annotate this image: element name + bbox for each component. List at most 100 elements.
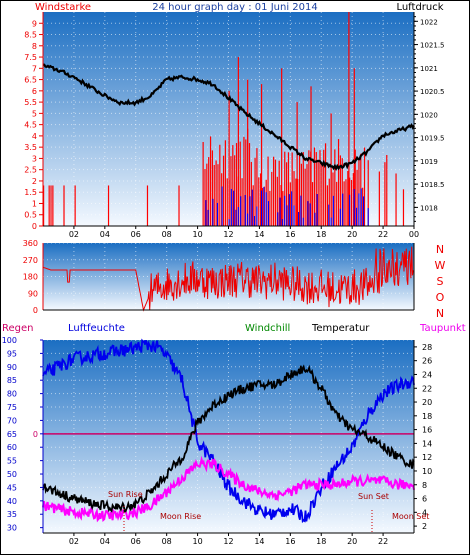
average-wind-bar — [300, 195, 302, 226]
gust-bar — [250, 161, 252, 226]
average-wind-bar — [247, 213, 249, 226]
average-wind-bar — [302, 217, 304, 226]
average-wind-bar — [316, 193, 318, 226]
humidity-tick-label: 50 — [7, 470, 17, 479]
chart-title: 24 hour graph day : 01 Juni 2014 — [152, 2, 318, 13]
average-wind-bar — [332, 195, 334, 226]
gust-bar — [258, 177, 260, 226]
humidity-tick-label: 45 — [7, 483, 17, 492]
time-tick-label: 22 — [378, 537, 388, 546]
gust-spike — [247, 79, 249, 226]
gust-bar — [219, 144, 221, 226]
gust-bar — [367, 160, 369, 226]
gust-bar — [254, 157, 256, 226]
wind-pressure-time-axis: 02 04 06 08 10 12 14 16 18 20 22 00 — [43, 225, 419, 239]
time-tick-label: 20 — [347, 230, 357, 239]
wind-tick-label: 8.5 — [24, 31, 37, 40]
gust-bar — [300, 163, 303, 226]
wind-axis: 0 0.5 1 1.5 2 2.5 3 3.5 4 4.5 5 5.5 6 6.5 7 7.5 8 8.5 9 — [24, 12, 44, 231]
temperature-tick-label: 14 — [422, 439, 432, 448]
wind-average-bars — [205, 186, 369, 226]
average-wind-bar — [267, 201, 270, 226]
luftfeuchte-label: Luftfeuchte — [68, 323, 125, 334]
gust-bar — [211, 150, 214, 226]
average-wind-bar — [260, 190, 263, 226]
average-wind-bar — [240, 196, 242, 226]
pressure-tick-label: 1020 — [420, 111, 438, 119]
direction-tick-label: 0 — [33, 306, 38, 315]
gust-bar — [315, 152, 317, 226]
average-wind-bar — [254, 216, 256, 226]
gust-bar — [352, 173, 354, 226]
gust-bar — [269, 190, 271, 226]
gust-bar — [248, 143, 251, 226]
gust-bar — [339, 155, 341, 226]
humidity-tick-label: 60 — [7, 443, 17, 452]
regen-zero-label: 0 — [33, 430, 38, 439]
average-wind-bar — [360, 188, 362, 226]
average-wind-bar — [309, 203, 311, 226]
gust-bar — [50, 185, 52, 226]
gust-bar — [354, 149, 356, 226]
wind-direction-series — [42, 246, 414, 312]
gust-bar — [278, 160, 280, 226]
gust-bar — [224, 140, 226, 226]
average-wind-bar — [277, 212, 279, 226]
average-wind-bar — [235, 209, 237, 226]
wind-tick-label: 9 — [32, 19, 37, 28]
humidity-tick-label: 90 — [7, 363, 17, 372]
time-tick-label: 16 — [285, 230, 295, 239]
gust-bar — [235, 143, 238, 226]
humidity-tick-label: 85 — [7, 376, 17, 385]
time-tick-label: 18 — [316, 230, 326, 239]
gust-bar — [245, 139, 247, 226]
gust-bar — [328, 178, 330, 226]
gust-spike — [281, 68, 283, 226]
wind-direction-axis: 360 270 180 90 0 — [23, 239, 415, 315]
time-tick-label: 06 — [131, 230, 141, 239]
gust-bar — [287, 152, 290, 226]
gust-bar — [291, 152, 293, 226]
gust-bar — [260, 173, 262, 226]
gust-bar — [384, 162, 386, 226]
gust-bar — [336, 181, 338, 226]
gust-bar — [261, 187, 264, 226]
gust-bar — [395, 173, 397, 226]
compass-letter: N — [436, 243, 444, 256]
gust-bar — [297, 178, 299, 226]
gust-bar — [209, 136, 212, 226]
humidity-tick-label: 95 — [7, 349, 17, 358]
gust-bar — [43, 185, 45, 226]
average-wind-bar — [328, 204, 330, 226]
average-wind-bar — [367, 208, 369, 226]
humidity-tick-label: 35 — [7, 510, 17, 519]
wind-tick-label: 1 — [32, 199, 37, 208]
average-wind-bar — [251, 189, 253, 226]
pressure-tick-label: 1018 — [420, 204, 438, 212]
gust-bar — [178, 185, 180, 226]
gust-bar — [273, 156, 275, 226]
gust-bar — [267, 156, 269, 226]
gust-bar — [293, 171, 295, 226]
wind-tick-label: 6 — [32, 87, 37, 96]
wind-tick-label: 7.5 — [24, 53, 37, 62]
temperature-tick-label: 22 — [422, 384, 432, 393]
humidity-tick-label: 65 — [7, 430, 17, 439]
humidity-temperature-grid — [43, 339, 414, 533]
humidity-tick-label: 70 — [7, 416, 17, 425]
average-wind-bar — [221, 186, 223, 226]
average-wind-bar — [249, 196, 251, 226]
average-wind-bar — [288, 194, 290, 226]
temperature-series — [42, 364, 415, 513]
gust-spike — [296, 102, 298, 226]
temperature-tick-label: 24 — [422, 370, 432, 379]
gust-bar — [222, 155, 225, 226]
time-tick-label: 08 — [162, 537, 172, 546]
direction-tick-label: 90 — [28, 289, 38, 298]
gust-bar — [356, 169, 358, 226]
average-wind-bar — [339, 208, 341, 226]
time-tick-label: 04 — [100, 537, 110, 546]
